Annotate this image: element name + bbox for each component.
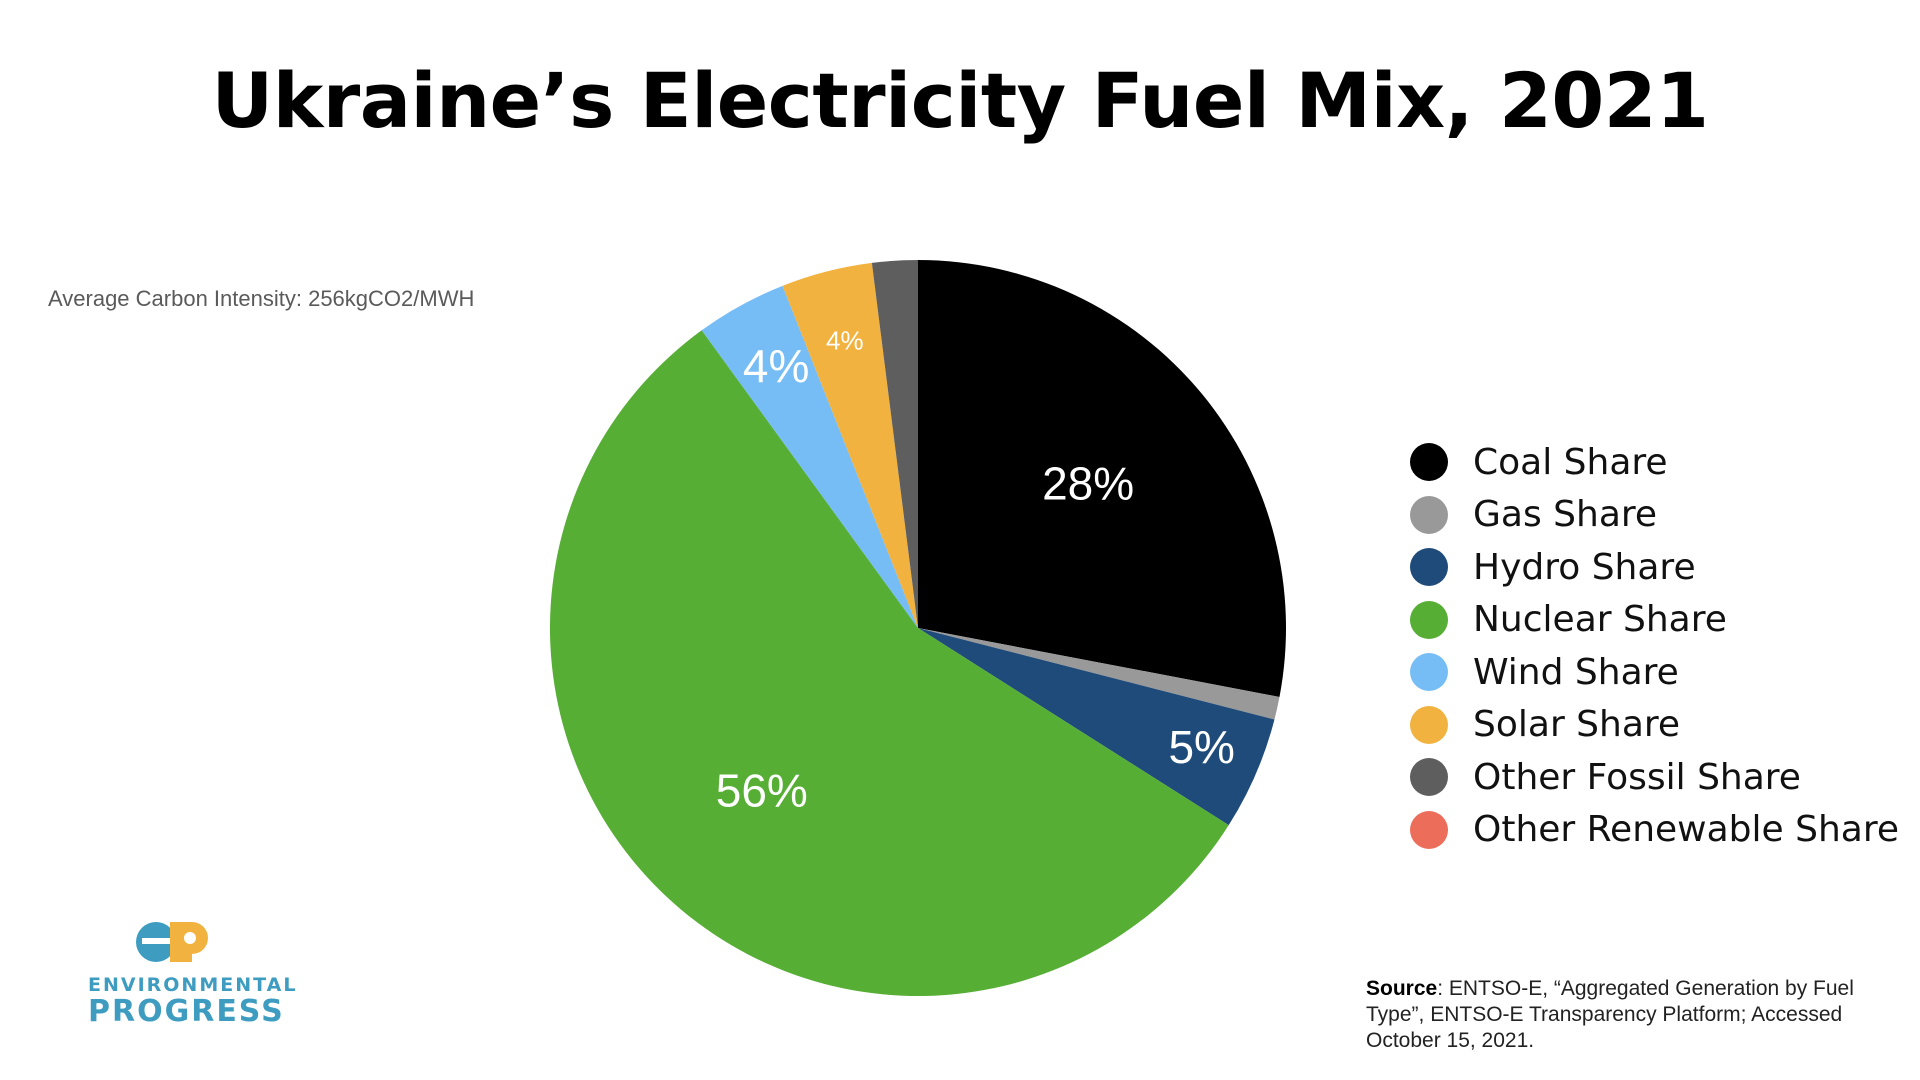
legend-swatch-hydro-share — [1410, 548, 1448, 587]
label-wind-share: 4% — [743, 340, 809, 392]
legend-item-other-renewable-share: Other Renewable Share — [1410, 804, 1899, 857]
logo-line-progress: PROGRESS — [88, 994, 285, 1029]
legend-item-solar-share: Solar Share — [1410, 699, 1899, 752]
legend-label-other-fossil-share: Other Fossil Share — [1473, 756, 1801, 798]
legend-label-solar-share: Solar Share — [1473, 704, 1681, 746]
source-text: : ENTSO-E, “Aggregated Generation by Fue… — [1366, 977, 1854, 1052]
carbon-intensity-note: Average Carbon Intensity: 256kgCO2/MWH — [48, 286, 475, 311]
source-note: Source: ENTSO-E, “Aggregated Generation … — [1366, 976, 1906, 1054]
environmental-progress-logo: ENVIRONMENTAL PROGRESS — [88, 920, 298, 1029]
slice-coal-share — [918, 260, 1286, 697]
slice-gas-share — [918, 628, 1280, 720]
legend-label-wind-share: Wind Share — [1473, 651, 1679, 693]
legend-swatch-nuclear-share — [1410, 600, 1448, 639]
label-coal-share: 28% — [1042, 457, 1134, 509]
legend-label-hydro-share: Hydro Share — [1473, 546, 1696, 588]
legend-swatch-solar-share — [1410, 705, 1448, 744]
slice-other-fossil-share — [871, 260, 918, 628]
label-solar-share: 4% — [826, 326, 864, 356]
legend-swatch-other-fossil-share — [1410, 758, 1448, 797]
slice-nuclear-share — [549, 330, 1229, 997]
slice-hydro-share — [918, 628, 1275, 826]
legend-item-gas-share: Gas Share — [1410, 489, 1899, 542]
legend-item-nuclear-share: Nuclear Share — [1410, 594, 1899, 647]
legend-item-other-fossil-share: Other Fossil Share — [1410, 751, 1899, 804]
legend-label-other-renewable-share: Other Renewable Share — [1473, 809, 1900, 851]
legend: Coal Share Gas Share Hydro Share Nuclear Sh… — [1410, 436, 1899, 856]
legend-item-coal-share: Coal Share — [1410, 436, 1899, 489]
legend-swatch-coal-share — [1410, 443, 1448, 482]
legend-label-gas-share: Gas Share — [1473, 494, 1658, 536]
label-gas-share: 1% — [0, 664, 33, 716]
source-label: Source — [1366, 977, 1438, 1000]
label-nuclear-share: 56% — [716, 764, 808, 816]
legend-swatch-other-renewable-share — [1410, 810, 1448, 849]
legend-item-wind-share: Wind Share — [1410, 646, 1899, 699]
logo-line-environmental: ENVIRONMENTAL — [88, 974, 298, 996]
slice-wind-share — [701, 285, 918, 628]
chart-title: Ukraine’s Electricity Fuel Mix, 2021 — [211, 56, 1710, 145]
legend-label-nuclear-share: Nuclear Share — [1473, 599, 1727, 641]
legend-swatch-wind-share — [1410, 653, 1448, 692]
label-hydro-share: 5% — [1168, 721, 1234, 773]
legend-swatch-gas-share — [1410, 495, 1448, 534]
label-other-fossil-share: 2% — [872, 199, 912, 230]
ep-logo-icon — [136, 922, 208, 962]
legend-item-hydro-share: Hydro Share — [1410, 541, 1899, 594]
slice-solar-share — [782, 262, 918, 628]
legend-label-coal-share: Coal Share — [1473, 441, 1668, 483]
